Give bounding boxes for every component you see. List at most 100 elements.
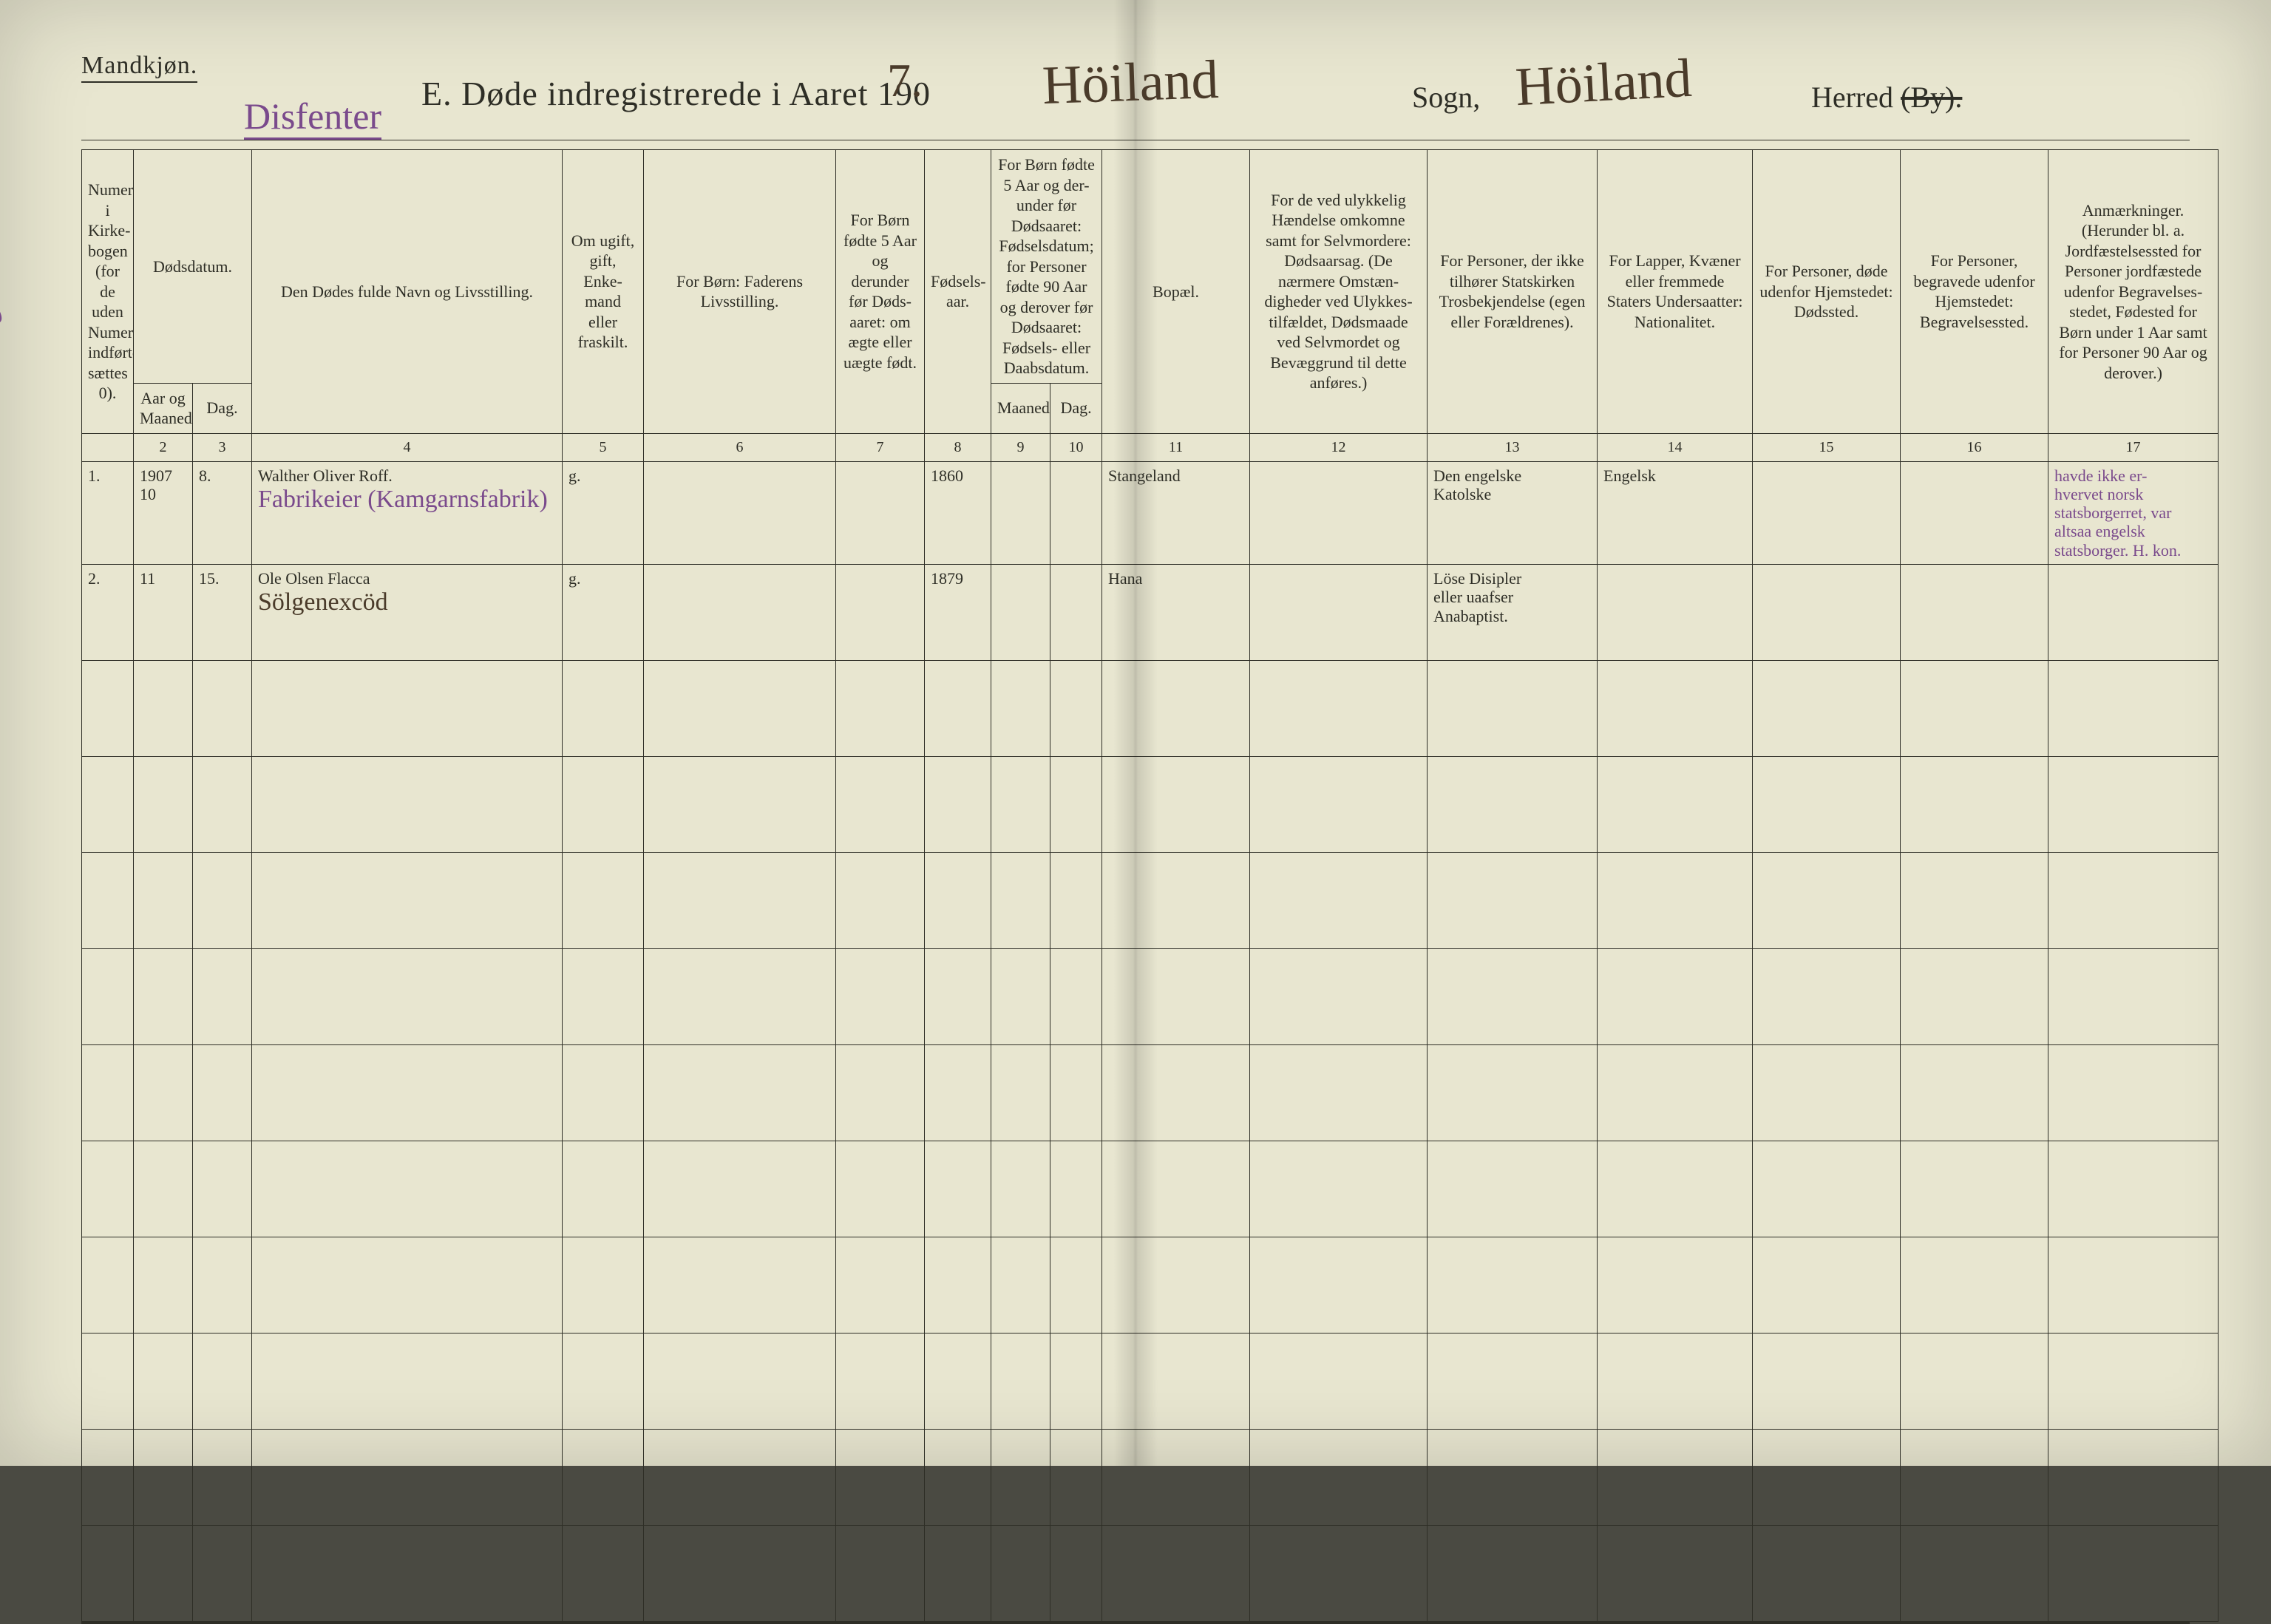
cell-blank: [82, 660, 134, 756]
col-num-4: 4: [252, 433, 563, 461]
col-header-6: For Børn: Faderens Livsstilling.: [644, 150, 836, 434]
cell-blank: [82, 948, 134, 1044]
cell-blank: [193, 660, 252, 756]
cell-blank: [1428, 948, 1598, 1044]
cell-blank: [563, 1525, 644, 1621]
cell-nationalitet: [1598, 564, 1753, 660]
cell-blank: [134, 948, 193, 1044]
cell-blank: [925, 1429, 991, 1525]
cell-dodsaarsag: [1250, 461, 1428, 564]
cell-blank: [1598, 1044, 1753, 1141]
cell-blank: [563, 1429, 644, 1525]
cell-dodssted: [1753, 564, 1901, 660]
cell-blank: [836, 1429, 925, 1525]
cell-blank: [991, 852, 1050, 948]
cell-blank: [82, 1333, 134, 1429]
col-header-9-10-group: For Børn fødte 5 Aar og der-under før Dø…: [991, 150, 1102, 384]
cell-blank: [1598, 660, 1753, 756]
col-header-10: Dag.: [1050, 383, 1102, 433]
cell-num: 1.: [82, 461, 134, 564]
cell-blank: [1598, 1525, 1753, 1621]
cell-blank: [1050, 1044, 1102, 1141]
cell-blank: [1050, 948, 1102, 1044]
col-num-8: 8: [925, 433, 991, 461]
cell-blank: [193, 1525, 252, 1621]
cell-blank: [836, 756, 925, 852]
cell-blank: [252, 1525, 563, 1621]
cell-trosbekj: Löse Disiplereller uaafserAnabaptist.: [1428, 564, 1598, 660]
dissenter-note: Disfenter: [244, 95, 381, 140]
cell-blank: [563, 660, 644, 756]
cell-blank: [2048, 756, 2219, 852]
cell-blank: [1598, 1333, 1753, 1429]
cell-blank: [1102, 1333, 1250, 1429]
cell-blank: [1753, 1429, 1901, 1525]
cell-blank: [925, 852, 991, 948]
cell-blank: [1901, 1525, 2048, 1621]
cell-blank: [2048, 1141, 2219, 1237]
cell-f-dag: [1050, 461, 1102, 564]
register-page: 49400 Mandkjøn. Disfenter E. Døde indreg…: [0, 0, 2271, 1466]
cell-aegte: [836, 461, 925, 564]
cell-blank: [2048, 1525, 2219, 1621]
cell-fodselsaar: 1860: [925, 461, 991, 564]
col-header-15: For Personer, døde udenfor Hjemstedet: D…: [1753, 150, 1901, 434]
cell-blank: [252, 948, 563, 1044]
cell-aar-maaned: 190710: [134, 461, 193, 564]
cell-blank: [836, 1044, 925, 1141]
cell-blank: [1250, 1044, 1428, 1141]
cell-blank: [2048, 948, 2219, 1044]
col-header-2-3-group: Dødsdatum.: [134, 150, 252, 384]
cell-blank: [836, 852, 925, 948]
cell-blank: [1753, 948, 1901, 1044]
col-num-16: 16: [1901, 433, 2048, 461]
cell-blank: [1050, 1141, 1102, 1237]
cell-blank: [991, 1525, 1050, 1621]
cell-blank: [1102, 852, 1250, 948]
cell-blank: [134, 660, 193, 756]
cell-fodselsaar: 1879: [925, 564, 991, 660]
cell-blank: [1102, 1429, 1250, 1525]
cell-blank: [252, 1429, 563, 1525]
cell-blank: [644, 1525, 836, 1621]
cell-blank: [193, 756, 252, 852]
cell-trosbekj: Den engelskeKatolske: [1428, 461, 1598, 564]
table-row-blank: [82, 660, 2219, 756]
cell-blank: [1901, 1429, 2048, 1525]
cell-blank: [1598, 1141, 1753, 1237]
col-num-17: 17: [2048, 433, 2219, 461]
col-num-15: 15: [1753, 433, 1901, 461]
cell-blank: [252, 852, 563, 948]
cell-blank: [1598, 1237, 1753, 1333]
cell-blank: [134, 852, 193, 948]
col-header-3: Dag.: [193, 383, 252, 433]
col-header-12: For de ved ulykkelig Hændelse omkomne sa…: [1250, 150, 1428, 434]
cell-blank: [644, 756, 836, 852]
cell-blank: [991, 1044, 1050, 1141]
cell-blank: [1102, 1237, 1250, 1333]
col-num-14: 14: [1598, 433, 1753, 461]
cell-faderens: [644, 564, 836, 660]
table-row-blank: [82, 1333, 2219, 1429]
cell-blank: [1102, 1525, 1250, 1621]
cell-blank: [644, 1429, 836, 1525]
cell-blank: [1753, 1237, 1901, 1333]
cell-blank: [1102, 1141, 1250, 1237]
cell-blank: [1050, 1525, 1102, 1621]
cell-blank: [991, 660, 1050, 756]
margin-note: 49400: [0, 301, 7, 349]
sogn-label: Sogn,: [1412, 80, 1480, 115]
col-num-10: 10: [1050, 433, 1102, 461]
cell-aar-maaned: 11: [134, 564, 193, 660]
cell-blank: [991, 1429, 1050, 1525]
table-row-blank: [82, 1525, 2219, 1621]
cell-blank: [134, 1044, 193, 1141]
herred-label-strike: (By).: [1901, 81, 1962, 114]
cell-blank: [193, 1237, 252, 1333]
cell-blank: [925, 1237, 991, 1333]
gender-label: Mandkjøn.: [81, 52, 197, 83]
cell-blank: [1598, 852, 1753, 948]
cell-blank: [134, 1237, 193, 1333]
table-row-blank: [82, 852, 2219, 948]
cell-blank: [991, 1333, 1050, 1429]
